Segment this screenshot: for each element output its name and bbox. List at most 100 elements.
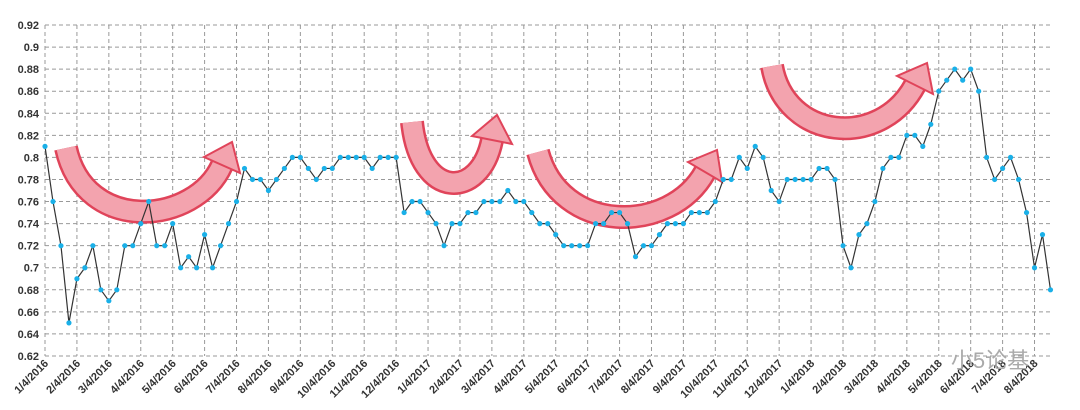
data-point: [465, 209, 471, 216]
data-point: [952, 66, 958, 72]
data-point: [489, 198, 495, 205]
data-point: [976, 88, 982, 94]
x-tick-label: 6/4/2016: [172, 358, 211, 397]
curved-arrow: [528, 149, 714, 227]
curved-arrow: [56, 145, 231, 222]
data-point: [98, 287, 104, 293]
data-point: [106, 298, 112, 304]
data-point: [273, 176, 280, 183]
x-tick-label: 2/4/2017: [427, 358, 466, 397]
x-tick-label: 1/4/2016: [12, 358, 51, 397]
data-point: [217, 243, 224, 249]
data-point: [289, 154, 295, 160]
y-tick-label: 0.9: [24, 42, 39, 54]
data-point: [800, 176, 806, 183]
x-tick-label: 1/4/2017: [395, 358, 434, 397]
data-point: [616, 209, 623, 216]
y-tick-label: 0.76: [18, 197, 39, 209]
data-point: [1015, 176, 1022, 183]
data-point: [154, 243, 160, 249]
data-point: [688, 209, 694, 216]
data-point: [744, 165, 750, 172]
data-point: [457, 221, 463, 227]
y-tick-label: 0.72: [18, 241, 39, 253]
watermark: 小5论基: [951, 348, 1029, 373]
data-point: [720, 176, 726, 183]
x-tick-label: 7/4/2017: [587, 358, 626, 397]
data-point: [58, 243, 64, 249]
y-tick-label: 0.66: [18, 307, 39, 319]
curved-arrow: [762, 63, 924, 138]
data-point: [505, 187, 511, 194]
data-point: [82, 265, 88, 271]
data-point: [433, 221, 439, 227]
data-point: [345, 154, 351, 160]
data-point: [186, 254, 192, 260]
curved-arrow: [402, 120, 502, 193]
x-tick-label: 7/4/2016: [204, 358, 243, 397]
data-point: [912, 132, 918, 138]
data-point: [178, 265, 184, 271]
data-point: [585, 243, 591, 249]
y-tick-label: 0.82: [18, 130, 39, 142]
data-point: [672, 221, 679, 227]
data-point: [824, 165, 830, 172]
data-point: [249, 176, 256, 183]
data-point: [696, 209, 702, 216]
y-tick-label: 0.92: [18, 20, 39, 32]
data-point: [194, 265, 200, 271]
data-point: [50, 198, 56, 205]
data-point: [601, 221, 607, 227]
x-tick-label: 4/4/2018: [874, 358, 913, 397]
data-point: [856, 232, 862, 238]
data-point: [992, 176, 998, 183]
data-point: [233, 198, 240, 205]
data-point: [521, 198, 527, 205]
data-point: [66, 320, 72, 326]
data-point: [936, 88, 942, 94]
y-tick-label: 0.86: [18, 86, 39, 98]
data-point: [401, 209, 407, 216]
data-point: [1023, 209, 1030, 216]
data-point: [202, 232, 208, 238]
y-tick-label: 0.84: [18, 108, 40, 120]
data-point: [561, 243, 567, 249]
data-point: [361, 154, 367, 160]
x-tick-label: 1/4/2018: [778, 358, 817, 397]
data-point: [632, 254, 639, 260]
data-point: [768, 187, 774, 194]
data-point: [712, 198, 718, 205]
data-point: [369, 165, 375, 172]
data-point: [481, 198, 487, 205]
data-point: [872, 198, 878, 205]
data-point: [664, 221, 671, 227]
data-point: [624, 221, 631, 227]
data-point: [680, 221, 687, 227]
arrow-head: [894, 61, 935, 96]
data-point: [1000, 165, 1006, 172]
data-point: [529, 209, 535, 216]
y-tick-label: 0.62: [18, 351, 39, 363]
data-point: [209, 265, 216, 271]
x-tick-label: 2/4/2016: [44, 358, 83, 397]
x-tick-label: 8/4/2017: [619, 358, 658, 397]
data-point: [225, 221, 232, 227]
data-point: [840, 243, 846, 249]
data-point: [1007, 154, 1014, 160]
plot: [42, 66, 1054, 326]
arrow-head: [469, 113, 514, 146]
x-tick-label: 3/4/2016: [76, 358, 115, 397]
data-point: [449, 221, 455, 227]
data-point: [409, 198, 415, 205]
data-point: [114, 287, 120, 293]
y-tick-label: 0.68: [18, 285, 39, 297]
data-point: [1039, 232, 1046, 238]
y-tick-label: 0.88: [18, 64, 39, 76]
x-tick-label: 3/4/2018: [842, 358, 881, 397]
data-point: [297, 154, 303, 160]
data-point: [257, 176, 264, 183]
data-point: [920, 143, 926, 149]
data-point: [329, 165, 335, 172]
data-point: [441, 243, 447, 249]
data-point: [960, 77, 966, 83]
